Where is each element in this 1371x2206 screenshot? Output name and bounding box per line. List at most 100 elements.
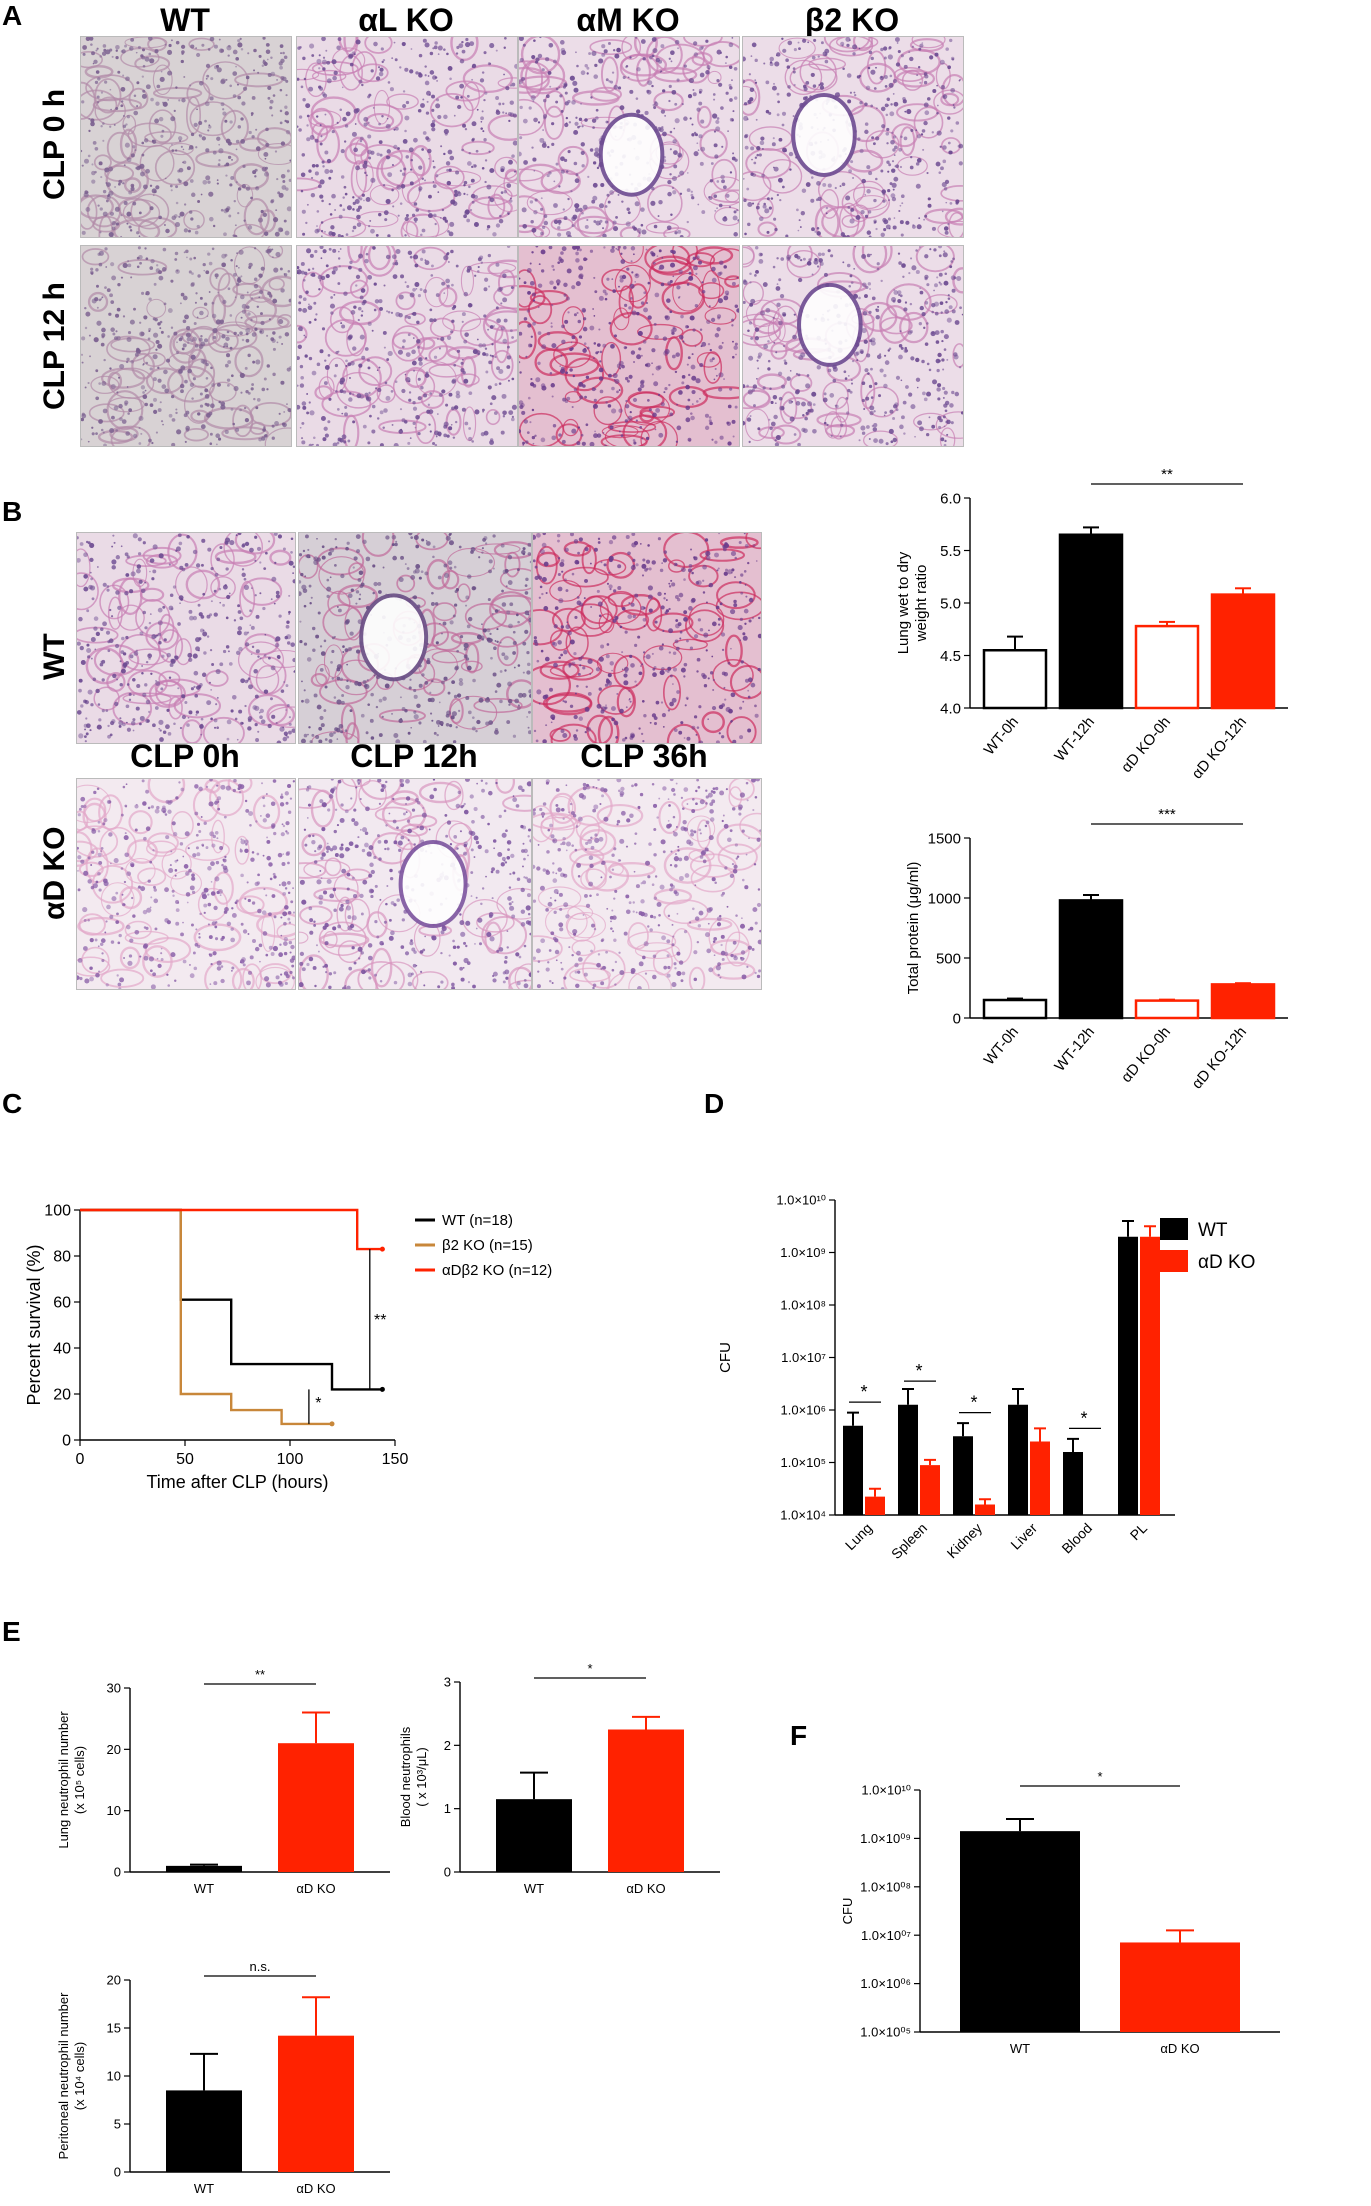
chart-E3-y-label: (x 10⁴ cells) — [72, 2042, 87, 2110]
chart-B2-x-tick-label: WT-12h — [1051, 1024, 1098, 1075]
panel-letter-b: B — [2, 496, 23, 527]
chart-E3-x-tick-label: WT — [194, 2181, 214, 2196]
chart-c-y-tick-label: 60 — [53, 1295, 71, 1312]
chart-E1-x-tick-label: WT — [194, 1881, 214, 1896]
chart-d-y-tick-label: 1.0×10⁶ — [781, 1403, 826, 1418]
panel-b-row-wt: WT — [38, 633, 71, 680]
panel-b-col-clp-0h: CLP 0h — [130, 738, 240, 774]
chart-c-y-tick-label: 20 — [53, 1387, 71, 1404]
chart-d-y-tick-label: 1.0×10¹⁰ — [776, 1193, 826, 1208]
chart-F-y-tick-label: 1.0×10⁰⁷ — [861, 1928, 911, 1943]
chart-d-bar-0-5 — [1118, 1236, 1138, 1515]
micrograph-b-ad-36h — [532, 778, 762, 990]
chart-E1-y-tick-label: 10 — [107, 1803, 121, 1818]
chart-E2-y-tick-label: 1 — [444, 1801, 451, 1816]
chart-c-legend-label-1: β2 KO (n=15) — [442, 1237, 533, 1254]
chart-d-bar-1-0 — [865, 1496, 885, 1515]
chart-E2-x-tick-label: WT — [524, 1881, 544, 1896]
chart-d-x-tick-label: Lung — [842, 1520, 875, 1553]
micrograph-b-ad-12h — [298, 778, 532, 990]
chart-B2-bar-0 — [982, 998, 1048, 1020]
chart-d-bar-0-2 — [953, 1436, 973, 1515]
chart-B2-y-tick-label: 500 — [936, 950, 961, 967]
chart-d-bar-0-4 — [1063, 1452, 1083, 1515]
chart-B1-x-tick-label: WT-0h — [981, 714, 1022, 759]
chart-E2-y-tick-label: 2 — [444, 1738, 451, 1753]
chart-d-bar-0-1 — [898, 1404, 918, 1515]
chart-c-sig-label: ** — [374, 1312, 386, 1329]
chart-d-y-tick-label: 1.0×10⁴ — [780, 1508, 826, 1523]
chart-E1-bar-0 — [166, 1865, 242, 1872]
chart-E1-bar-1 — [278, 1743, 354, 1872]
panel-b-row-ad-ko: αD KO — [38, 826, 71, 920]
micrograph-a-am-0h — [518, 36, 740, 238]
chart-B1-y-tick-label: 4.0 — [940, 700, 961, 717]
panel-letter-a: A — [2, 0, 23, 31]
chart-f-cfu: 1.0×10⁰⁵ 1.0×10⁰⁶ 1.0×10⁰⁷ 1.0×10⁰⁸ 1.0×10⁰⁹… — [840, 1769, 1280, 2056]
chart-F-y-tick-label: 1.0×10⁰⁹ — [860, 1831, 911, 1846]
chart-B1-y-label: weight ratio — [913, 565, 930, 643]
chart-F-bar-1 — [1120, 1942, 1240, 2032]
chart-B1-bar-3 — [1210, 593, 1276, 710]
chart-B2-x-tick-label: αD KO-0h — [1118, 1024, 1174, 1086]
chart-c-series-end-1 — [329, 1421, 335, 1427]
chart-c-y-tick-label: 80 — [53, 1249, 71, 1266]
panel-a-col-al-ko: αL KO — [358, 2, 454, 38]
chart-d-x-tick-label: PL — [1127, 1520, 1151, 1544]
chart-B1-sig-label: ** — [1161, 466, 1173, 483]
chart-B1-y-label: Lung wet to dry — [895, 551, 912, 654]
chart-d-legend-swatch-0 — [1160, 1218, 1188, 1240]
chart-B1-x-tick-label: αD KO-0h — [1118, 714, 1174, 776]
panel-letter-c: C — [2, 1088, 23, 1119]
micrograph-b-wt-36h — [532, 532, 762, 744]
chart-E3-x-tick-label: αD KO — [296, 2181, 335, 2196]
chart-E3-y-tick-label: 15 — [107, 2021, 121, 2036]
micrograph-a-wt-12h — [80, 245, 292, 447]
chart-c-series-1 — [80, 1208, 332, 1426]
chart-d-x-tick-label: Spleen — [888, 1520, 930, 1562]
chart-E2-y-tick-label: 0 — [444, 1865, 451, 1880]
panel-a-row-clp-12h: CLP 12 h — [38, 282, 71, 410]
chart-B2-y-tick-label: 0 — [953, 1010, 961, 1027]
panel-a-col-wt: WT — [160, 2, 210, 38]
chart-F-y-tick-label: 1.0×10⁰⁸ — [860, 1879, 911, 1894]
chart-c-x-tick-label: 0 — [76, 1451, 85, 1468]
chart-B2-bar-3 — [1210, 983, 1276, 1020]
micrograph-a-b2-12h — [742, 245, 964, 447]
chart-E1-y-tick-label: 0 — [114, 1865, 121, 1880]
panel-letter-e: E — [2, 1616, 21, 1647]
chart-d-bar-1-1 — [920, 1465, 940, 1515]
chart-E2-bar-1 — [608, 1729, 684, 1872]
chart-E3-bar-0 — [166, 2090, 242, 2172]
chart-c-legend-label-0: WT (n=18) — [442, 1212, 513, 1229]
chart-E3-y-tick-label: 10 — [107, 2069, 121, 2084]
panel-a-col-am-ko: αM KO — [576, 2, 680, 38]
chart-E1-y-tick-label: 30 — [107, 1681, 121, 1696]
chart-F-sig-label: * — [1097, 1769, 1102, 1784]
chart-E2-sig-label: * — [587, 1661, 592, 1676]
chart-d-sig-label: * — [860, 1382, 867, 1402]
chart-B1-x-tick-label: αD KO-12h — [1189, 714, 1250, 783]
chart-E2-y-label: ( x 10³/μL) — [414, 1747, 429, 1807]
chart-B2-y-tick-label: 1500 — [928, 830, 961, 847]
chart-d-sig-label: * — [915, 1361, 922, 1381]
chart-B2-x-tick-label: αD KO-12h — [1189, 1024, 1250, 1093]
chart-d-bar-0-3 — [1008, 1404, 1028, 1515]
chart-E2-y-label: Blood neutrophils — [398, 1726, 413, 1827]
chart-E1-sig-label: ** — [255, 1667, 265, 1682]
micrograph-a-am-12h — [518, 245, 740, 447]
chart-d-x-tick-label: Blood — [1058, 1520, 1095, 1557]
chart-c-series-2 — [80, 1208, 383, 1251]
micrograph-a-al-0h — [296, 36, 518, 238]
chart-d-y-tick-label: 1.0×10⁸ — [780, 1298, 826, 1313]
chart-c-y-tick-label: 40 — [53, 1341, 71, 1358]
chart-c-legend-label-2: αDβ2 KO (n=12) — [442, 1262, 552, 1279]
chart-B1-bar-2 — [1134, 624, 1200, 710]
chart-d-y-tick-label: 1.0×10⁷ — [781, 1350, 826, 1365]
chart-B2-x-tick-label: WT-0h — [981, 1024, 1022, 1069]
chart-E1-y-label: (x 10⁵ cells) — [72, 1746, 87, 1814]
chart-d-legend-label-1: αD KO — [1198, 1252, 1255, 1273]
chart-d-bar-1-3 — [1030, 1441, 1050, 1515]
micrograph-b-wt-12h — [298, 532, 532, 744]
chart-E3-y-tick-label: 0 — [114, 2165, 121, 2180]
